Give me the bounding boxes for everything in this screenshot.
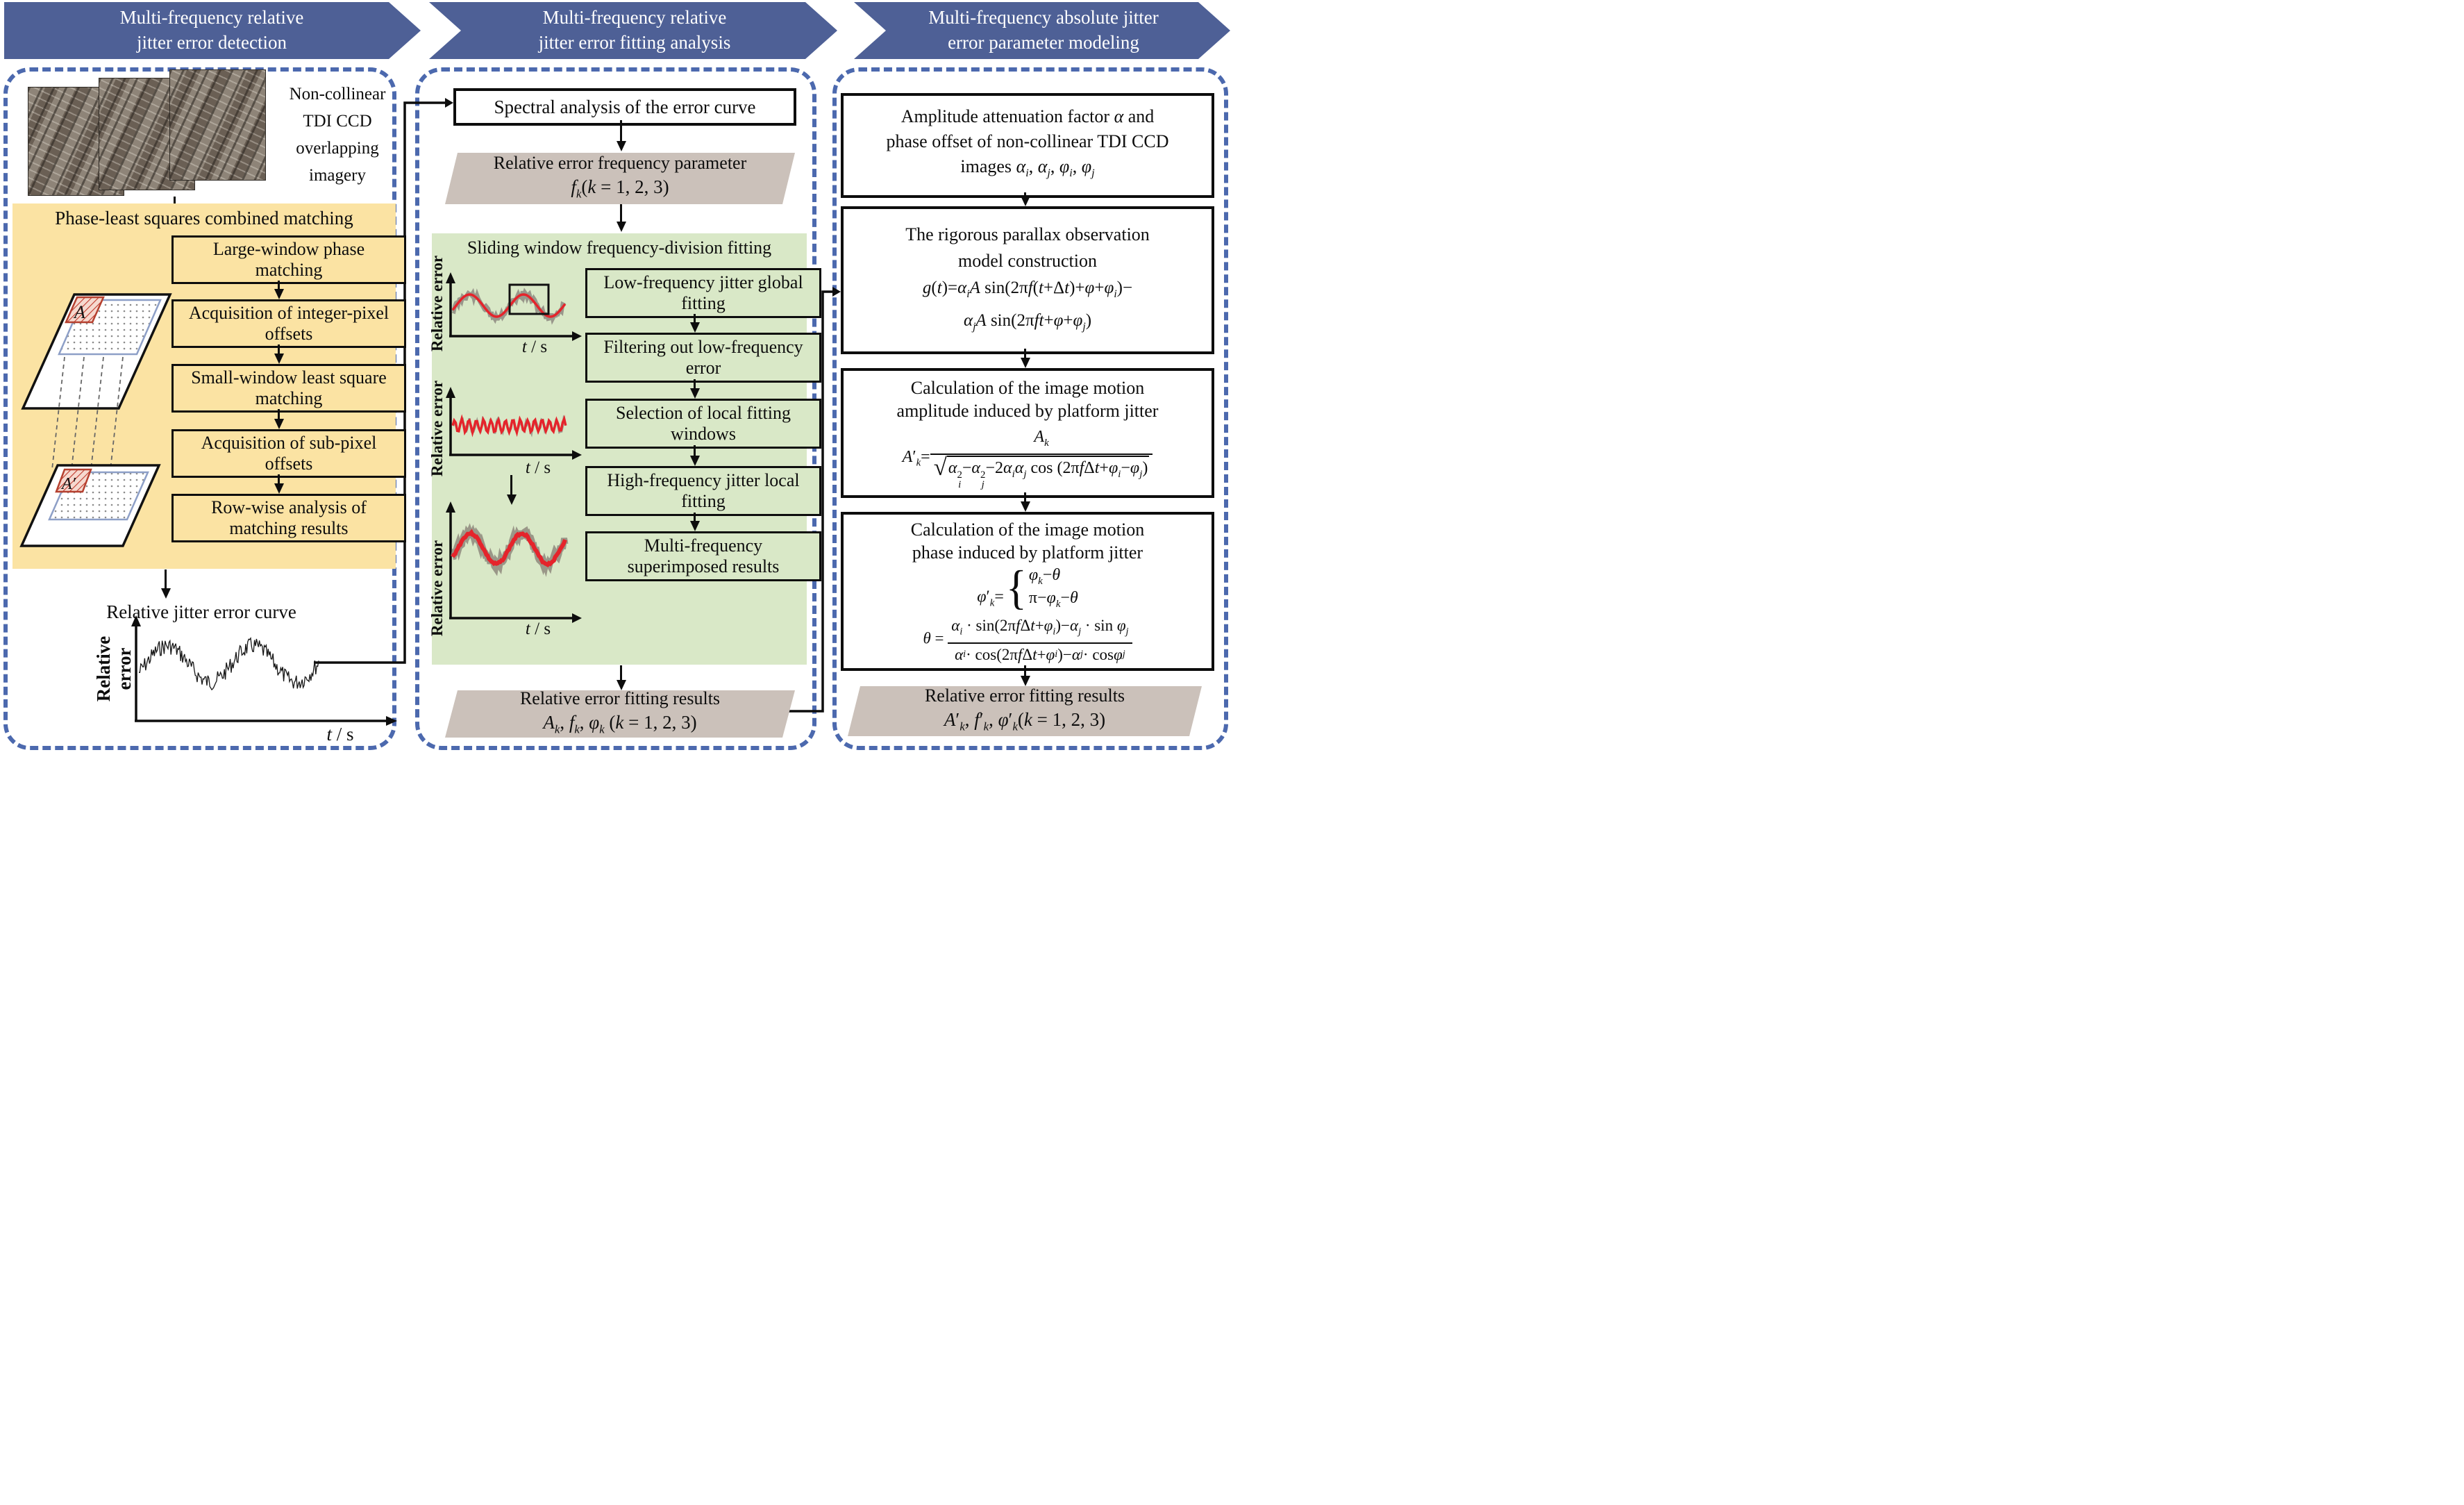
- mini1-ylabel: Relative error: [428, 255, 446, 352]
- correspondence-line-4: [110, 356, 124, 470]
- step-large-window-matching: Large-window phase matching: [171, 235, 406, 284]
- absolute-results-line1: Relative error fitting results: [924, 685, 1125, 706]
- arrow-rbox2-3: [1024, 349, 1026, 358]
- freq-parameter-line2: fk(k = 1, 2, 3): [571, 176, 669, 201]
- arrow-gstep3-4: [694, 445, 696, 456]
- absolute-results-parallelogram: Relative error fitting results A′k, f′k,…: [848, 686, 1202, 736]
- correspondence-line-2: [71, 356, 85, 470]
- plot-x-arrowhead-icon: [386, 716, 397, 726]
- flowchart-canvas: Multi-frequency relative jitter error det…: [0, 0, 1232, 753]
- mini3-y-arrowhead-icon: [446, 501, 455, 513]
- plot-xlabel: t / s: [326, 724, 354, 745]
- mini2-residual-curve: [451, 414, 567, 438]
- mini2-y-arrowhead-icon: [446, 387, 455, 398]
- arrow-gstep1-2: [694, 314, 696, 322]
- fitting-results-line1: Relative error fitting results: [519, 688, 721, 708]
- matching-title: Phase-least squares combined matching: [55, 208, 353, 228]
- freq-parameter-parallelogram: Relative error frequency parameter fk(k …: [445, 153, 795, 204]
- mini3-x-arrowhead-icon: [572, 613, 582, 623]
- parallax-model-box: The rigorous parallax observation model c…: [841, 206, 1214, 354]
- amplitude-phase-offset-box: Amplitude attenuation factor α and phase …: [841, 93, 1214, 198]
- arrow-step4-5: [278, 474, 280, 483]
- freq-parameter-line1: Relative error frequency parameter: [493, 152, 747, 173]
- phase-calculation-box: Calculation of the image motion phase ind…: [841, 512, 1214, 671]
- fitting-results-parallelogram: Relative error fitting results Ak, fk, φ…: [445, 690, 795, 738]
- mini-plot-superimposed: [446, 501, 582, 623]
- label-a-prime: A′: [60, 475, 76, 493]
- mini3-ylabel: Relative error: [428, 540, 446, 637]
- step-row-wise-analysis: Row-wise analysis of matching results: [171, 494, 406, 542]
- amplitude-phase-offset-text: Amplitude attenuation factor α and phase …: [886, 106, 1169, 180]
- step-high-frequency-local-fitting: High-frequency jitter local fitting: [585, 466, 821, 516]
- sliding-window-title: Sliding window frequency-division fittin…: [467, 238, 772, 258]
- mini-plot-low-frequency: [446, 272, 582, 341]
- matching-diagram: A A′: [19, 293, 172, 547]
- mini2-x-arrowhead-icon: [572, 450, 582, 460]
- jitter-error-curve: [138, 637, 319, 691]
- step-multi-frequency-superimposed: Multi-frequency superimposed results: [585, 531, 821, 581]
- arrow-rbox1-2: [1024, 192, 1026, 196]
- mini2-ylabel: Relative error: [428, 380, 446, 477]
- parallax-model-text: The rigorous parallax observation model c…: [905, 224, 1150, 333]
- amplitude-calculation-box: Calculation of the image motion amplitude…: [841, 368, 1214, 498]
- arrow-matching-to-curve: [165, 569, 167, 588]
- mini2-xlabel: t / s: [525, 458, 551, 477]
- step-small-window-matching: Small-window least square matching: [171, 364, 406, 413]
- banner-title-modeling: Multi-frequency absolute jitter error par…: [928, 7, 1159, 53]
- phase-calculation-title: Calculation of the image motion phase ind…: [910, 519, 1145, 563]
- arrow-sliding-to-results: [620, 665, 622, 680]
- phase-calculation-cases: φ′k={φk−θ π−φk−θ: [977, 561, 1078, 615]
- spectral-analysis-label: Spectral analysis of the error curve: [494, 96, 756, 117]
- arrow-rbox4-results: [1024, 665, 1026, 676]
- phase-calculation-theta: θ = αi · sin(2πfΔt+φi)−αj · sin φj α i · c…: [923, 615, 1132, 665]
- correspondence-line-1: [51, 356, 65, 470]
- mini1-xlabel: t / s: [521, 338, 548, 356]
- plot-y-arrowhead-icon: [131, 615, 141, 626]
- mini-plot-high-frequency: [446, 387, 582, 460]
- mini1-x-arrowhead-icon: [572, 331, 582, 341]
- match-window-a-prime: [55, 468, 92, 493]
- match-window-a: [65, 296, 105, 324]
- arrow-step1-2: [278, 281, 280, 289]
- step-low-frequency-global-fitting: Low-frequency jitter global fitting: [585, 268, 821, 318]
- plot-ylabel: Relative error: [93, 635, 135, 702]
- satellite-image-3: [169, 69, 266, 181]
- arrow-rbox3-4: [1024, 492, 1026, 501]
- mini3-xlabel: t / s: [525, 620, 551, 638]
- arrow-step2-3: [278, 344, 280, 354]
- amplitude-calculation-title: Calculation of the image motion amplitude…: [896, 378, 1159, 422]
- arrow-spectral-to-param: [620, 120, 622, 141]
- jitter-error-plot: [131, 615, 397, 726]
- banner-shape-fitting: [429, 2, 837, 59]
- step-sub-pixel-offsets: Acquisition of sub-pixel offsets: [171, 429, 406, 478]
- arrow-gstep2-3: [694, 379, 696, 388]
- panel-modeling: [832, 67, 1228, 750]
- amplitude-calculation-formula: A′k= Ak √ α 2 i −α 2 j −2αiαj cos (2πfΔt+φi−φj): [903, 426, 1153, 490]
- arrow-mini2-to-mini3: [510, 475, 512, 494]
- imagery-caption: Non-collinear TDI CCD overlapping imagery: [289, 85, 386, 185]
- mini3-fitted-curve: [451, 529, 567, 567]
- banner-shape-detection: [4, 2, 421, 59]
- banner-shape-modeling: [854, 2, 1230, 59]
- arrow-gstep4-5: [694, 513, 696, 521]
- arrow-step3-4: [278, 409, 280, 419]
- sliding-window-rect: [508, 283, 550, 315]
- absolute-results-line2: A′k, f′k, φ′k(k = 1, 2, 3): [944, 708, 1106, 733]
- mini1-y-arrowhead-icon: [446, 272, 455, 283]
- step-filtering-low-frequency: Filtering out low-frequency error: [585, 333, 821, 383]
- fitting-results-line2: Ak, fk, φk (k = 1, 2, 3): [543, 711, 697, 736]
- step-selection-local-windows: Selection of local fitting windows: [585, 399, 821, 449]
- jitter-curve-caption: Relative jitter error curve: [106, 601, 296, 622]
- spectral-analysis-box: Spectral analysis of the error curve: [453, 88, 796, 126]
- arrow-param-to-sliding: [620, 204, 622, 222]
- banner-title-fitting: Multi-frequency relative jitter error fit…: [538, 7, 731, 53]
- banner-title-detection: Multi-frequency relative jitter error det…: [119, 7, 304, 53]
- correspondence-line-3: [90, 356, 104, 470]
- step-integer-pixel-offsets: Acquisition of integer-pixel offsets: [171, 299, 406, 348]
- label-a: A: [73, 302, 85, 322]
- header-arrow-banners: [4, 2, 1230, 59]
